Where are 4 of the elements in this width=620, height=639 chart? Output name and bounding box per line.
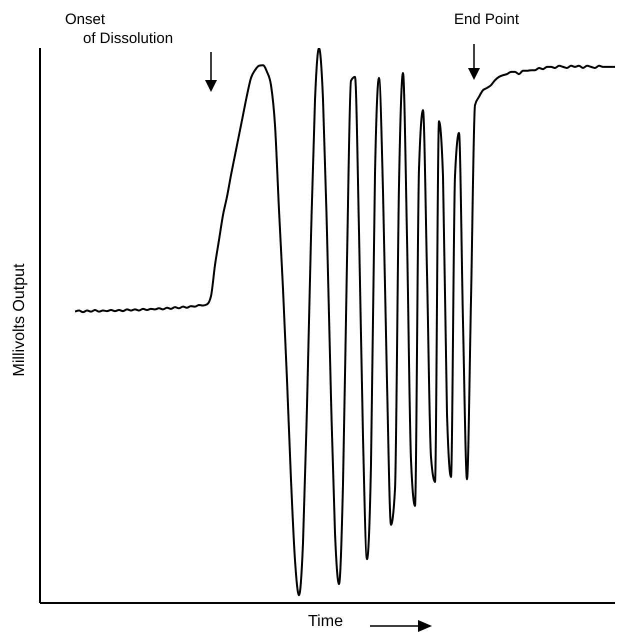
text: Onset of Dissolution — [65, 10, 174, 48]
y-axis-title: Millivolts Output — [10, 262, 29, 378]
text: End Point — [454, 10, 520, 29]
x-axis-title: Time — [308, 612, 343, 632]
